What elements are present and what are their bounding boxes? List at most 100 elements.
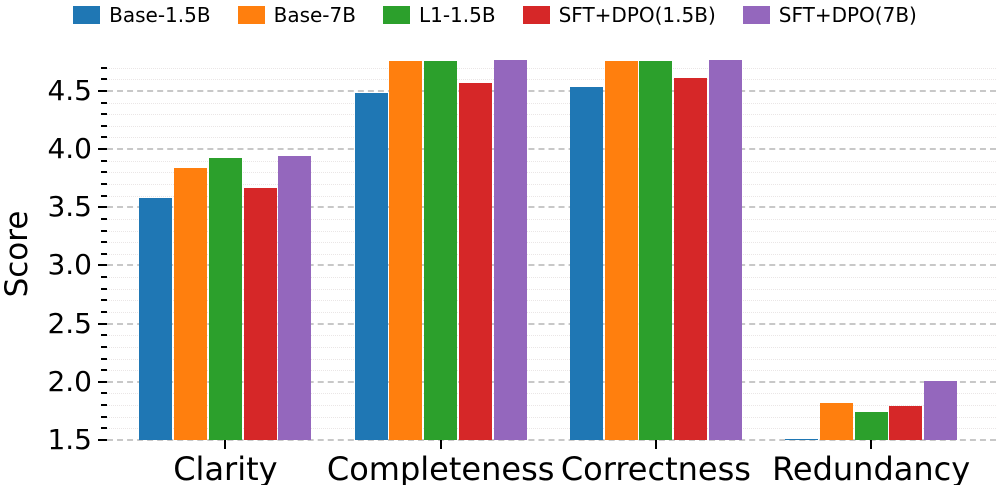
y-axis-minor-tick xyxy=(101,427,107,430)
bar-sft-dpo-7b-correctness xyxy=(708,59,742,440)
y-axis-major-tick xyxy=(98,89,107,92)
y-axis-minor-tick xyxy=(101,357,107,360)
y-axis-minor-tick xyxy=(101,194,107,197)
bar-sft-dpo-1-5b-correctness xyxy=(674,78,708,440)
y-axis-minor-tick xyxy=(101,392,107,395)
y-axis-major-tick xyxy=(98,206,107,209)
y-axis-minor-tick xyxy=(101,404,107,407)
y-axis-minor-tick xyxy=(101,217,107,220)
major-gridline xyxy=(107,148,996,151)
legend-swatch-sft-dpo-7b xyxy=(742,6,770,24)
bar-base-7b-correctness xyxy=(604,60,638,440)
bar-sft-dpo-1-5b-completeness xyxy=(458,82,492,440)
minor-gridline xyxy=(107,242,996,244)
bar-base-1-5b-completeness xyxy=(354,93,388,440)
y-axis-minor-tick xyxy=(101,229,107,232)
legend-item-sft-dpo-7b: SFT+DPO(7B) xyxy=(742,3,917,27)
y-axis-minor-tick xyxy=(101,252,107,255)
y-axis-tick-label: 2.0 xyxy=(47,364,92,398)
category-label-correctness: Correctness xyxy=(560,450,751,485)
y-axis-minor-tick xyxy=(101,287,107,290)
major-gridline xyxy=(107,322,996,325)
y-axis-minor-tick xyxy=(101,183,107,185)
y-axis-minor-tick xyxy=(101,311,107,313)
y-axis-minor-tick xyxy=(101,136,107,139)
bar-base-7b-completeness xyxy=(389,60,423,440)
legend-label: Base-7B xyxy=(273,3,356,27)
y-axis-tick-label: 4.0 xyxy=(47,132,92,166)
legend-label: SFT+DPO(1.5B) xyxy=(558,3,716,27)
minor-gridline xyxy=(107,218,996,220)
minor-gridline xyxy=(107,370,996,372)
x-axis-tick xyxy=(654,440,657,449)
y-axis-minor-tick xyxy=(101,299,107,302)
minor-gridline xyxy=(107,137,996,139)
y-axis-tick-label: 3.5 xyxy=(47,190,92,224)
y-axis-minor-tick xyxy=(101,241,107,244)
y-axis-tick-label: 4.5 xyxy=(47,73,92,107)
minor-gridline xyxy=(107,195,996,197)
bar-base-1-5b-redundancy xyxy=(785,438,819,440)
plot-area: 1.5 2.0 2.5 3.0 3.5 4.0 4.5 Clarity Completeness… xyxy=(47,56,996,485)
bar-base-1-5b-correctness xyxy=(569,87,603,440)
x-axis-tick xyxy=(870,440,873,449)
y-axis-minor-tick xyxy=(101,159,107,162)
y-axis-major-tick xyxy=(98,380,107,383)
bar-l1-1-5b-clarity xyxy=(208,158,242,440)
category-label-clarity: Clarity xyxy=(173,450,278,485)
minor-gridline xyxy=(107,288,996,290)
minor-gridline xyxy=(107,277,996,279)
minor-gridline xyxy=(107,346,996,348)
y-axis-minor-tick xyxy=(101,78,107,81)
legend-item-base-1-5b: Base-1.5B xyxy=(73,3,211,27)
legend-item-sft-dpo-1-5b: SFT+DPO(1.5B) xyxy=(522,3,716,27)
legend-swatch-l1-1-5b xyxy=(382,6,410,24)
bar-l1-1-5b-redundancy xyxy=(854,412,888,440)
minor-gridline xyxy=(107,335,996,337)
bar-sft-dpo-1-5b-redundancy xyxy=(889,406,923,440)
category-label-redundancy: Redundancy xyxy=(772,450,971,485)
bar-base-1-5b-clarity xyxy=(139,197,173,440)
y-axis-minor-tick xyxy=(101,345,107,348)
major-gridline xyxy=(107,380,996,383)
y-axis-minor-tick xyxy=(101,66,107,69)
y-axis-major-tick xyxy=(98,148,107,151)
minor-gridline xyxy=(107,67,996,69)
y-axis-minor-tick xyxy=(101,334,107,337)
x-axis-tick xyxy=(439,440,442,449)
legend-label: L1-1.5B xyxy=(418,3,496,27)
bar-sft-dpo-7b-clarity xyxy=(278,156,312,440)
y-axis-major-tick xyxy=(98,322,107,325)
y-axis-minor-tick xyxy=(101,171,107,174)
y-axis-minor-tick xyxy=(101,101,107,104)
bar-l1-1-5b-correctness xyxy=(639,60,673,440)
y-axis-minor-tick xyxy=(101,369,107,372)
bar-base-7b-clarity xyxy=(174,167,208,440)
minor-gridline xyxy=(107,253,996,255)
minor-gridline xyxy=(107,184,996,185)
major-gridline xyxy=(107,439,996,441)
minor-gridline xyxy=(107,79,996,81)
category-label-completeness: Completeness xyxy=(326,450,555,485)
y-axis-tick-label: 1.5 xyxy=(47,423,92,456)
y-axis-minor-tick xyxy=(101,415,107,418)
minor-gridline xyxy=(107,312,996,313)
major-gridline xyxy=(107,89,996,92)
major-gridline xyxy=(107,264,996,267)
minor-gridline xyxy=(107,160,996,162)
minor-gridline xyxy=(107,102,996,104)
y-axis-major-tick xyxy=(98,439,107,441)
minor-gridline xyxy=(107,428,996,430)
legend-swatch-base-7b xyxy=(237,6,265,24)
bar-sft-dpo-1-5b-clarity xyxy=(243,187,277,440)
y-axis-tick-label: 3.0 xyxy=(47,248,92,282)
bar-base-7b-redundancy xyxy=(819,402,853,440)
legend-item-base-7b: Base-7B xyxy=(237,3,356,27)
minor-gridline xyxy=(107,172,996,174)
minor-gridline xyxy=(107,405,996,407)
minor-gridline xyxy=(107,300,996,302)
minor-gridline xyxy=(107,358,996,360)
minor-gridline xyxy=(107,416,996,418)
y-axis-minor-tick xyxy=(101,276,107,279)
legend-label: SFT+DPO(7B) xyxy=(778,3,917,27)
